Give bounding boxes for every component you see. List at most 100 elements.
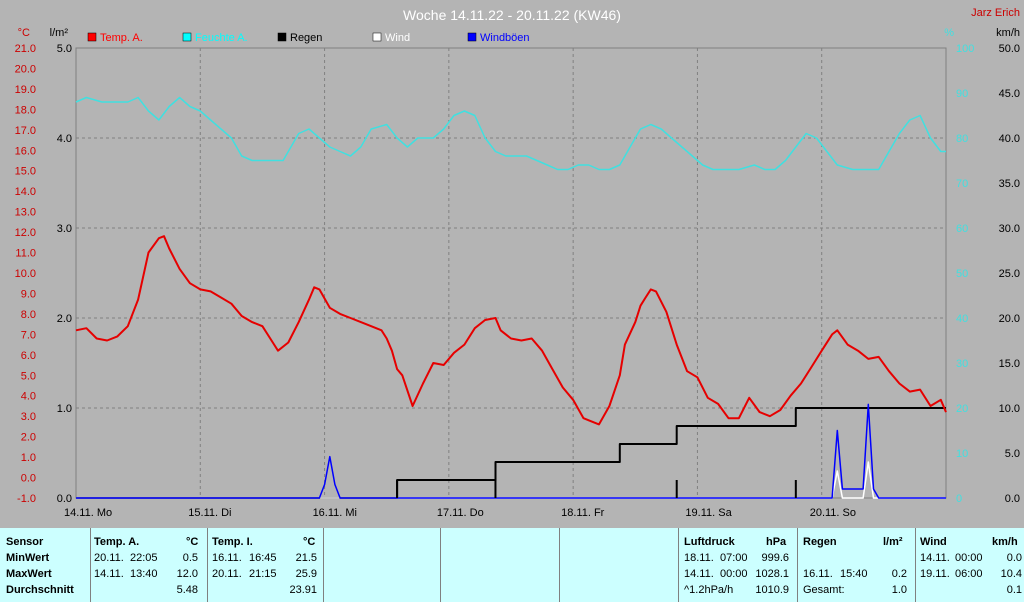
series-line [75, 235, 947, 426]
regen-max-time: 15:40 [840, 568, 868, 580]
temp-axis-tick: 6.0 [21, 350, 36, 362]
temp-i-min-time: 16:45 [249, 552, 277, 564]
humidity-axis-tick: 0 [956, 493, 962, 505]
luftdruck-min-time: 07:00 [720, 552, 748, 564]
temp-a-min-value: 0.5 [182, 552, 198, 564]
stats-divider [915, 528, 916, 602]
humidity-axis-tick: 70 [956, 178, 968, 190]
wind-axis-tick: 25.0 [999, 268, 1020, 280]
row-label-avg: Durchschnitt [6, 584, 74, 596]
wind-axis-tick: 0.0 [1005, 493, 1020, 505]
temp-axis-tick: -1.0 [17, 493, 36, 505]
legend-swatch [277, 32, 287, 42]
legend-swatch [467, 32, 477, 42]
stats-divider [207, 528, 208, 602]
luftdruck-min-date: 18.11. [684, 552, 714, 564]
stats-divider [323, 528, 324, 602]
humidity-unit-label: % [944, 27, 954, 39]
temp-i-min-value: 21.5 [295, 552, 317, 564]
series-line [76, 461, 946, 499]
weekly-weather-chart: 21.0 20.0 19.0 18.0 17.0 16.0 15.0 14.0 13.0 12.0… [15, 7, 1020, 519]
wind-unit: km/h [992, 536, 1018, 548]
row-label-max: MaxWert [6, 568, 52, 580]
wind-axis-tick: 35.0 [999, 178, 1020, 190]
rain-axis-tick: 5.0 [57, 43, 72, 55]
legend-label: Feuchte A. [195, 32, 248, 44]
day-label: 18.11. Fr [561, 507, 605, 519]
temp-a-avg-value: 5.48 [176, 584, 198, 596]
temp-axis-tick: 15.0 [15, 166, 36, 178]
series-line [76, 403, 946, 499]
regen-total-label: Gesamt: [803, 584, 845, 596]
wind-avg-value: 0.1 [1006, 584, 1022, 596]
wind-min-time: 00:00 [955, 552, 983, 564]
wind-unit-label: km/h [996, 27, 1020, 39]
temp-a-max-time: 13:40 [130, 568, 158, 580]
temp-a-min-date: 20.11. [94, 552, 124, 564]
humidity-axis-tick: 10 [956, 448, 968, 460]
wind-max-date: 19.11. [920, 568, 950, 580]
temp-a-header: Temp. A. [94, 536, 140, 548]
temp-axis-tick: 12.0 [15, 227, 36, 239]
wind-axis-tick: 50.0 [999, 43, 1020, 55]
wind-axis-tick: 20.0 [999, 313, 1020, 325]
wind-header: Wind [920, 536, 947, 548]
temp-axis-tick: 4.0 [21, 391, 36, 403]
wind-axis-tick: 30.0 [999, 223, 1020, 235]
legend-label: Wind [385, 32, 410, 44]
day-label: 15.11. Di [188, 507, 231, 519]
wind-min-value: 0.0 [1006, 552, 1022, 564]
temp-a-max-value: 12.0 [176, 568, 198, 580]
day-label: 19.11. Sa [685, 507, 732, 519]
day-label: 14.11. Mo [64, 507, 112, 519]
wind-axis-tick: 5.0 [1005, 448, 1020, 460]
regen-total-value: 1.0 [891, 584, 907, 596]
humidity-axis-tick: 40 [956, 313, 968, 325]
temp-axis-tick: 0.0 [21, 473, 36, 485]
statistics-panel: Sensor MinWert MaxWert Durchschnitt Temp… [0, 528, 1024, 602]
humidity-axis-tick: 80 [956, 133, 968, 145]
row-label-min: MinWert [6, 552, 50, 564]
temp-axis-tick: 1.0 [21, 452, 36, 464]
luftdruck-trend: ^1.2hPa/h [684, 584, 734, 596]
regen-max-value: 0.2 [891, 568, 907, 580]
temp-axis-tick: 10.0 [15, 268, 36, 280]
day-label: 17.11. Do [437, 507, 484, 519]
temp-axis-tick: 5.0 [21, 370, 36, 382]
wind-max-time: 06:00 [955, 568, 983, 580]
series-line [75, 96, 946, 171]
day-label: 16.11. Mi [313, 507, 357, 519]
rain-axis-tick: 3.0 [57, 223, 72, 235]
temp-axis-tick: 8.0 [21, 309, 36, 321]
wind-max-value: 10.4 [1000, 568, 1022, 580]
rain-axis-tick: 0.0 [57, 493, 72, 505]
stats-divider [559, 528, 560, 602]
wind-axis-tick: 15.0 [999, 358, 1020, 370]
temp-i-max-date: 20.11. [212, 568, 242, 580]
stats-divider [797, 528, 798, 602]
temp-i-avg-value: 23.91 [289, 584, 317, 596]
stats-divider [678, 528, 679, 602]
temp-axis-tick: 16.0 [15, 145, 36, 157]
temp-a-max-date: 14.11. [94, 568, 124, 580]
temp-axis-tick: 14.0 [15, 186, 36, 198]
humidity-axis-tick: 30 [956, 358, 968, 370]
luftdruck-max-date: 14.11. [684, 568, 714, 580]
rain-axis-tick: 4.0 [57, 133, 72, 145]
series-line [76, 407, 946, 499]
legend-label: Windböen [480, 32, 530, 44]
humidity-axis-tick: 20 [956, 403, 968, 415]
temp-axis-tick: 9.0 [21, 288, 36, 300]
temp-a-unit: °C [186, 536, 199, 548]
legend-label: Temp. A. [100, 32, 143, 44]
regen-header: Regen [803, 536, 837, 548]
legend-label: Regen [290, 32, 322, 44]
legend-swatch [87, 32, 97, 42]
temp-axis-tick: 18.0 [15, 104, 36, 116]
humidity-axis-tick: 90 [956, 88, 968, 100]
humidity-axis-tick: 100 [956, 43, 974, 55]
luftdruck-min-value: 999.6 [761, 552, 789, 564]
chart-title: Woche 14.11.22 - 20.11.22 (KW46) [403, 7, 621, 23]
rain-unit-label: l/m² [50, 27, 69, 39]
